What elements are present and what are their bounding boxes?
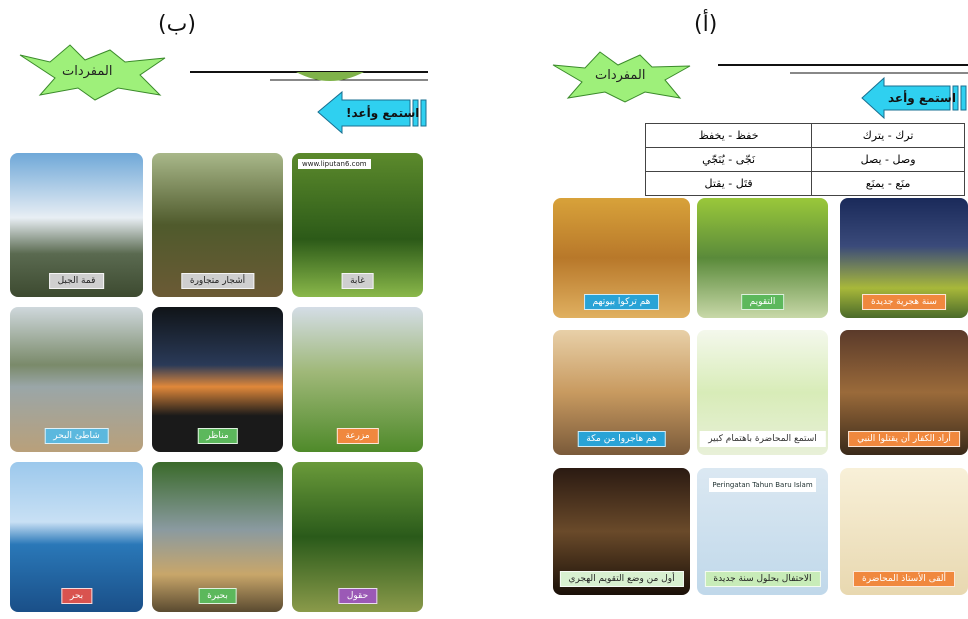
caption: غابة	[341, 273, 374, 289]
picture: سنة هجرية جديدة	[840, 198, 968, 318]
picture: التقويم	[697, 198, 828, 318]
picture: شاطئ البحر	[10, 307, 143, 452]
caption: أول من وضع التقويم الهجري	[559, 571, 683, 587]
picture: أراد الكفار أن يقتلوا النبي	[840, 330, 968, 455]
instruction: استمع وأعد	[888, 91, 956, 105]
picture: هم هاجروا من مكة	[553, 330, 690, 455]
caption: مزرعة	[336, 428, 378, 444]
table-cell: نَجّى - يُنَجّي	[646, 148, 812, 172]
table-cell: خفظ - يخفظ	[646, 124, 812, 148]
watermark: www.liputan6.com	[298, 159, 371, 169]
picture: قمة الجبل	[10, 153, 143, 297]
page: (ب) المفردات استمع وأعد! (أ) المفردات اس…	[0, 0, 968, 619]
caption: بحيرة	[198, 588, 237, 604]
picture: مناظر	[152, 307, 283, 452]
caption: الاحتفال بحلول سنة جديدة	[704, 571, 820, 587]
caption: أراد الكفار أن يقتلوا النبي	[848, 431, 960, 447]
picture: حقول	[292, 462, 423, 612]
table-cell: ترك - يترك	[812, 124, 965, 148]
caption: هم تركوا بيوتهم	[584, 294, 660, 310]
caption: قمة الجبل	[49, 273, 105, 289]
caption: بحر	[61, 588, 92, 604]
document-title: Peringatan Tahun Baru Islam	[709, 478, 816, 492]
table-cell: منَع - يمنَع	[812, 172, 965, 196]
caption: هم هاجروا من مكة	[577, 431, 665, 447]
picture: هم تركوا بيوتهم	[553, 198, 690, 318]
caption: حقول	[338, 588, 377, 604]
picture: بحر	[10, 462, 143, 612]
picture: بحيرة	[152, 462, 283, 612]
caption: التقويم	[741, 294, 785, 310]
caption: ألقى الأستاذ المحاضرة	[853, 571, 955, 587]
caption: سنة هجرية جديدة	[862, 294, 946, 310]
caption: استمع المحاضرة باهتمام كبير	[699, 431, 826, 447]
picture: أول من وضع التقويم الهجري	[553, 468, 690, 595]
caption: مناظر	[197, 428, 237, 444]
table-cell: وصل - يصل	[812, 148, 965, 172]
picture: أشجار متجاورة	[152, 153, 283, 297]
picture: استمع المحاضرة باهتمام كبير	[697, 330, 828, 455]
caption: شاطئ البحر	[44, 428, 109, 444]
arrow-bar	[961, 86, 966, 110]
caption: أشجار متجاورة	[181, 273, 254, 289]
badge-text: المفردات	[62, 64, 112, 79]
panel-label: (ب)	[158, 12, 196, 37]
picture: Peringatan Tahun Baru Islam الاحتفال بحلو…	[697, 468, 828, 595]
panel-label: (أ)	[694, 12, 717, 37]
picture: www.liputan6.com غابة	[292, 153, 423, 297]
badge-text: المفردات	[595, 68, 645, 83]
table-cell: قتَل - يقتل	[646, 172, 812, 196]
picture: ألقى الأستاذ المحاضرة	[840, 468, 968, 595]
instruction: استمع وأعد!	[346, 106, 419, 120]
arrow-bar	[421, 100, 426, 126]
picture: مزرعة	[292, 307, 423, 452]
